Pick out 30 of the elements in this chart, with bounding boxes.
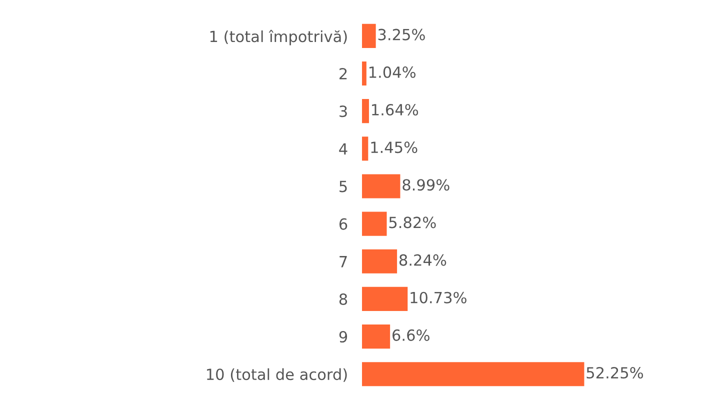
data-label: 52.25% [586, 366, 644, 379]
data-label: 8.24% [399, 254, 446, 266]
bar [362, 174, 400, 198]
bar [362, 249, 398, 274]
y-tick-label: 7 [340, 256, 347, 268]
data-label: 6.6% [392, 329, 430, 341]
y-tick-label: 9 [339, 331, 348, 343]
data-label: 1.64% [372, 104, 418, 116]
bar [362, 24, 376, 48]
y-tick-label: 10 (total de acord) [207, 368, 347, 382]
y-tick-label: 6 [339, 218, 348, 230]
bar [362, 61, 366, 86]
y-tick-label: 2 [340, 68, 347, 80]
bar [362, 136, 368, 161]
y-tick-label: 5 [340, 180, 347, 192]
bar [362, 99, 369, 124]
bar [362, 286, 408, 311]
data-label: 1.45% [371, 142, 418, 154]
bar [362, 212, 387, 236]
data-label: 3.25% [378, 28, 425, 40]
bar [362, 362, 584, 386]
y-tick-label: 8 [339, 293, 348, 305]
y-tick-label: 3 [340, 106, 347, 118]
y-tick-label: 4 [339, 143, 348, 154]
data-label: 1.04% [369, 66, 416, 78]
data-label: 5.82% [389, 216, 436, 228]
data-label: 8.99% [402, 179, 450, 191]
y-tick-label: 1 (total împotrivă) [210, 30, 347, 46]
data-label: 10.73% [410, 292, 466, 304]
bar [362, 324, 390, 349]
